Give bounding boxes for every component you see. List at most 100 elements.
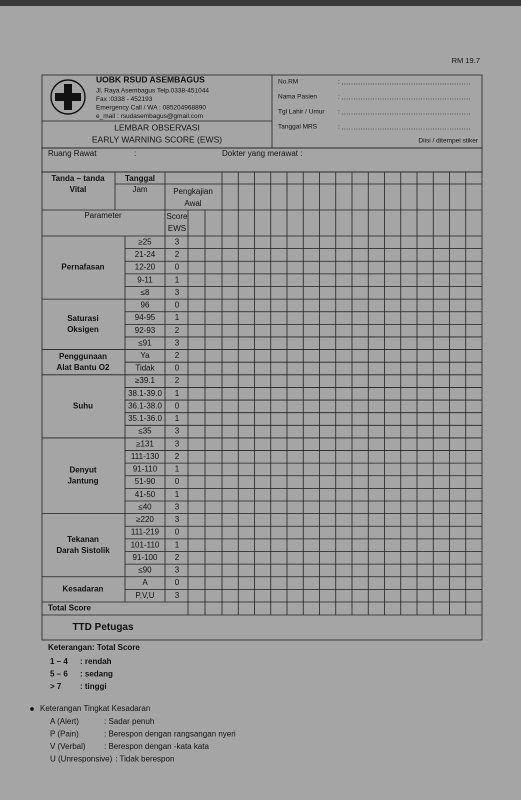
parameter-name: Darah Sistolik [56, 546, 110, 555]
legend-label: : rendah [80, 657, 112, 666]
parameter-name: Tekanan [67, 535, 99, 544]
field-separator: : [338, 124, 340, 131]
score: 3 [175, 515, 180, 524]
field-label: Nama Pasien [278, 94, 317, 101]
header-initial: Awal [184, 199, 201, 208]
consciousness-term: A (Alert) [50, 717, 79, 726]
range: 51-90 [135, 477, 156, 486]
score: 1 [175, 490, 180, 499]
range: A [142, 578, 148, 587]
range: Ya [140, 351, 150, 360]
score: 0 [175, 578, 180, 587]
range: ≥39.1 [135, 376, 156, 385]
score: 0 [175, 528, 180, 537]
form-title: LEMBAR OBSERVASI [114, 122, 200, 132]
score: 2 [175, 452, 180, 461]
parameter-name: Suhu [73, 401, 93, 410]
sticker-note: Diisi / ditempel stiker [418, 138, 478, 145]
range: 36.1-38.0 [128, 401, 162, 410]
parameter-name: Oksigen [67, 325, 99, 334]
score: 1 [175, 275, 180, 284]
header-score: Score [167, 212, 188, 221]
range: 92-93 [135, 326, 156, 335]
parameter-name: Pernafasan [61, 263, 104, 272]
range: 91-100 [133, 553, 158, 562]
score: 2 [175, 250, 180, 259]
range: 111-219 [131, 528, 160, 537]
score: 2 [175, 553, 180, 562]
score: 0 [175, 401, 180, 410]
score: 3 [175, 338, 180, 347]
consciousness-term: P (Pain) [50, 730, 79, 739]
header-parameter: Parameter [84, 211, 122, 220]
range: 38.1-39.0 [128, 389, 162, 398]
total-score-label: Total Score [48, 604, 92, 613]
score: 0 [175, 301, 180, 310]
range: 96 [141, 301, 150, 310]
legend-range: 1 – 4 [50, 657, 68, 666]
score: 2 [175, 351, 180, 360]
score: 3 [175, 502, 180, 511]
score: 3 [175, 288, 180, 297]
email: e_mail : rsudasembagus@gmail.com [96, 113, 203, 120]
legend-range: 5 – 6 [50, 670, 68, 679]
header-date: Jam [132, 185, 147, 194]
range: P,V,U [135, 591, 154, 600]
doctor-label: Dokter yang merawat : [222, 149, 302, 158]
header-vital: Vital [70, 185, 87, 194]
consciousness-desc: : Berespon dengan -kata kata [104, 742, 210, 751]
field-separator: : [338, 79, 340, 86]
score: 3 [175, 566, 180, 575]
score: 1 [175, 414, 180, 423]
consciousness-term: V (Verbal) [50, 742, 86, 751]
score: 1 [175, 389, 180, 398]
form-code: RM 19.7 [452, 56, 480, 65]
parameter-name: Jantung [67, 476, 98, 485]
field-label: No.RM [278, 79, 298, 86]
range: 91-110 [133, 465, 158, 474]
emergency: Emergency Call / WA : 085204968890 [96, 105, 206, 112]
range: 41-50 [135, 490, 156, 499]
address: Jl. Raya Asembagus Telp.0338-451044 [96, 88, 209, 95]
range: ≥220 [136, 515, 154, 524]
field-separator: : [338, 109, 340, 116]
signature-label: TTD Petugas [72, 622, 134, 633]
range: ≥131 [136, 439, 154, 448]
score: 3 [175, 237, 180, 246]
score: 1 [175, 313, 180, 322]
score: 0 [175, 477, 180, 486]
consciousness-title: Keterangan Tingkat Kesadaran [40, 704, 150, 713]
consciousness-desc: : Sadar penuh [104, 717, 154, 726]
score: 2 [175, 376, 180, 385]
range: 12-20 [135, 263, 156, 272]
score: 0 [175, 263, 180, 272]
consciousness-desc: : Berespon dengan rangsangan nyeri [104, 730, 236, 739]
parameter-name: Denyut [69, 465, 96, 474]
range: 101-110 [131, 540, 160, 549]
ward-separator: : [134, 149, 136, 158]
range: 94-95 [135, 313, 156, 322]
top-strip [0, 0, 521, 6]
parameter-name: Saturasi [67, 314, 99, 323]
fax: Fax :0338 - 452193 [96, 96, 153, 103]
range: 21-24 [135, 250, 156, 259]
score: 0 [175, 364, 180, 373]
score: 3 [175, 439, 180, 448]
header-date: Tanggal [125, 174, 155, 183]
logo [50, 79, 86, 115]
score: 1 [175, 465, 180, 474]
table-box [41, 171, 483, 641]
header-initial: Pengkajian [173, 187, 213, 196]
header-score: EWS [168, 224, 186, 233]
score: 2 [175, 326, 180, 335]
legend-range: > 7 [50, 682, 62, 691]
range: ≤91 [138, 338, 152, 347]
range: 9-11 [137, 275, 153, 284]
consciousness-desc: : Tidak berespon [115, 755, 174, 764]
field-separator: : [338, 94, 340, 101]
range: Tidak [135, 364, 155, 373]
field-label: Tgl Lahir / Umur [278, 109, 325, 116]
range: 35.1-36.0 [128, 414, 162, 423]
